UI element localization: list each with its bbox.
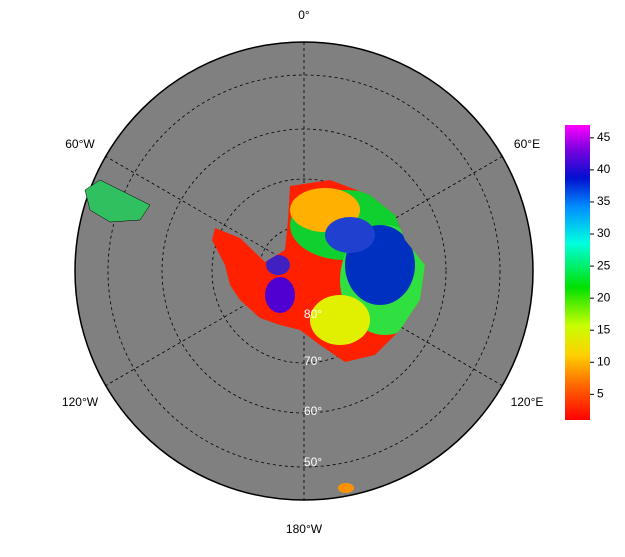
colorbar-tick-label: 35 (597, 194, 611, 208)
colorbar-tick-label: 15 (597, 322, 611, 336)
meridian-label: 60°W (65, 137, 95, 151)
meridian-label: 120°E (511, 395, 544, 409)
meridian-label: 120°W (62, 395, 99, 409)
latitude-label: 70° (304, 354, 322, 368)
colorbar-tick-label: 45 (597, 130, 611, 144)
colorbar (565, 125, 590, 420)
meridian-label: 180°W (286, 522, 323, 536)
meridian-label: 0° (298, 8, 310, 22)
latitude-label: 50° (304, 455, 322, 469)
latitude-label: 80° (304, 307, 322, 321)
colorbar-tick-label: 25 (597, 258, 611, 272)
latitude-label: 60° (304, 404, 322, 418)
meridian-label: 60°E (514, 137, 540, 151)
colorbar-tick-label: 40 (597, 162, 611, 176)
colorbar-tick-label: 30 (597, 226, 611, 240)
colorbar-tick-label: 5 (597, 387, 604, 401)
colorbar-tick-label: 20 (597, 290, 611, 304)
colorbar-tick-label: 10 (597, 354, 611, 368)
